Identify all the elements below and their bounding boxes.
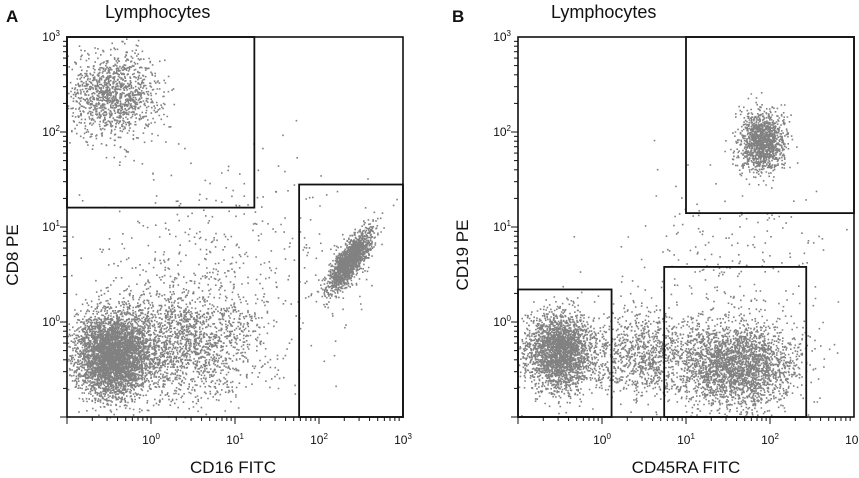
x-tick-label: 103	[845, 432, 859, 447]
y-tick-label: 101	[493, 219, 511, 234]
y-tick-label-base: 10	[493, 30, 507, 44]
x-tick-label-base: 10	[677, 433, 691, 447]
gate-rect-3	[663, 266, 808, 418]
gate-rect-1	[685, 36, 855, 215]
y-tick-label-base: 10	[493, 220, 507, 234]
panel-a-title: Lymphocytes	[105, 2, 210, 22]
y-tick-label: 103	[42, 29, 60, 44]
x-tick-label-base: 10	[142, 433, 156, 447]
y-tick-label-base: 10	[42, 30, 56, 44]
x-tick-label: 101	[677, 432, 695, 447]
x-tick-label-exponent: 0	[606, 432, 611, 441]
x-tick-label: 101	[226, 432, 244, 447]
y-tick-label-base: 10	[493, 315, 507, 329]
gate-rect-2	[298, 183, 404, 418]
panel-b-x-axis-label: CD45RA FITC	[632, 458, 741, 477]
x-tick-label: 102	[310, 432, 328, 447]
event-points	[518, 92, 848, 419]
y-tick-label-base: 10	[493, 125, 507, 139]
x-tick-label-exponent: 1	[690, 432, 695, 441]
gate-rect-2	[517, 288, 613, 418]
x-tick-label-exponent: 2	[323, 432, 328, 441]
x-tick-label-exponent: 2	[774, 432, 779, 441]
x-tick-label-base: 10	[394, 433, 408, 447]
panel-b-letter: B	[452, 7, 464, 26]
panel-b-y-axis-label: CD19 PE	[453, 220, 472, 291]
y-tick-label: 101	[42, 219, 60, 234]
panel-a-scatter	[67, 38, 398, 419]
x-tick-label-base: 10	[226, 433, 240, 447]
x-tick-label: 102	[761, 432, 779, 447]
y-tick-label-base: 10	[42, 125, 56, 139]
panel-b-title: Lymphocytes	[551, 2, 656, 22]
x-tick-label: 100	[142, 432, 160, 447]
y-tick-label: 102	[493, 124, 511, 139]
event-points	[67, 38, 398, 419]
x-tick-label-exponent: 1	[239, 432, 244, 441]
y-tick-label-exponent: 1	[507, 219, 512, 228]
y-tick-label-exponent: 2	[507, 124, 512, 133]
gate-rect-1	[66, 36, 256, 209]
y-tick-label-exponent: 0	[56, 314, 61, 323]
x-tick-label-exponent: 3	[407, 432, 412, 441]
y-tick-label: 100	[493, 314, 511, 329]
y-tick-label: 103	[493, 29, 511, 44]
y-tick-label-exponent: 2	[56, 124, 61, 133]
panel-a-gates	[66, 36, 404, 418]
y-tick-label: 102	[42, 124, 60, 139]
x-tick-label-base: 10	[761, 433, 775, 447]
y-tick-label-exponent: 0	[507, 314, 512, 323]
panel-b-gates	[517, 36, 855, 418]
panel-a-y-axis-label: CD8 PE	[3, 224, 22, 285]
panel-a-letter: A	[6, 7, 18, 26]
y-tick-label-base: 10	[42, 315, 56, 329]
y-tick-label-exponent: 3	[507, 29, 512, 38]
y-tick-label-base: 10	[42, 220, 56, 234]
x-tick-label-base: 10	[593, 433, 607, 447]
y-tick-label-exponent: 1	[56, 219, 61, 228]
x-tick-label-base: 10	[310, 433, 324, 447]
y-tick-label: 100	[42, 314, 60, 329]
x-tick-label: 100	[593, 432, 611, 447]
x-tick-label-base: 10	[845, 433, 859, 447]
panel-a-x-axis-label: CD16 FITC	[190, 458, 276, 477]
y-tick-label-exponent: 3	[56, 29, 61, 38]
x-tick-label: 103	[394, 432, 412, 447]
x-tick-label-exponent: 0	[155, 432, 160, 441]
panel-b-scatter	[518, 92, 848, 419]
